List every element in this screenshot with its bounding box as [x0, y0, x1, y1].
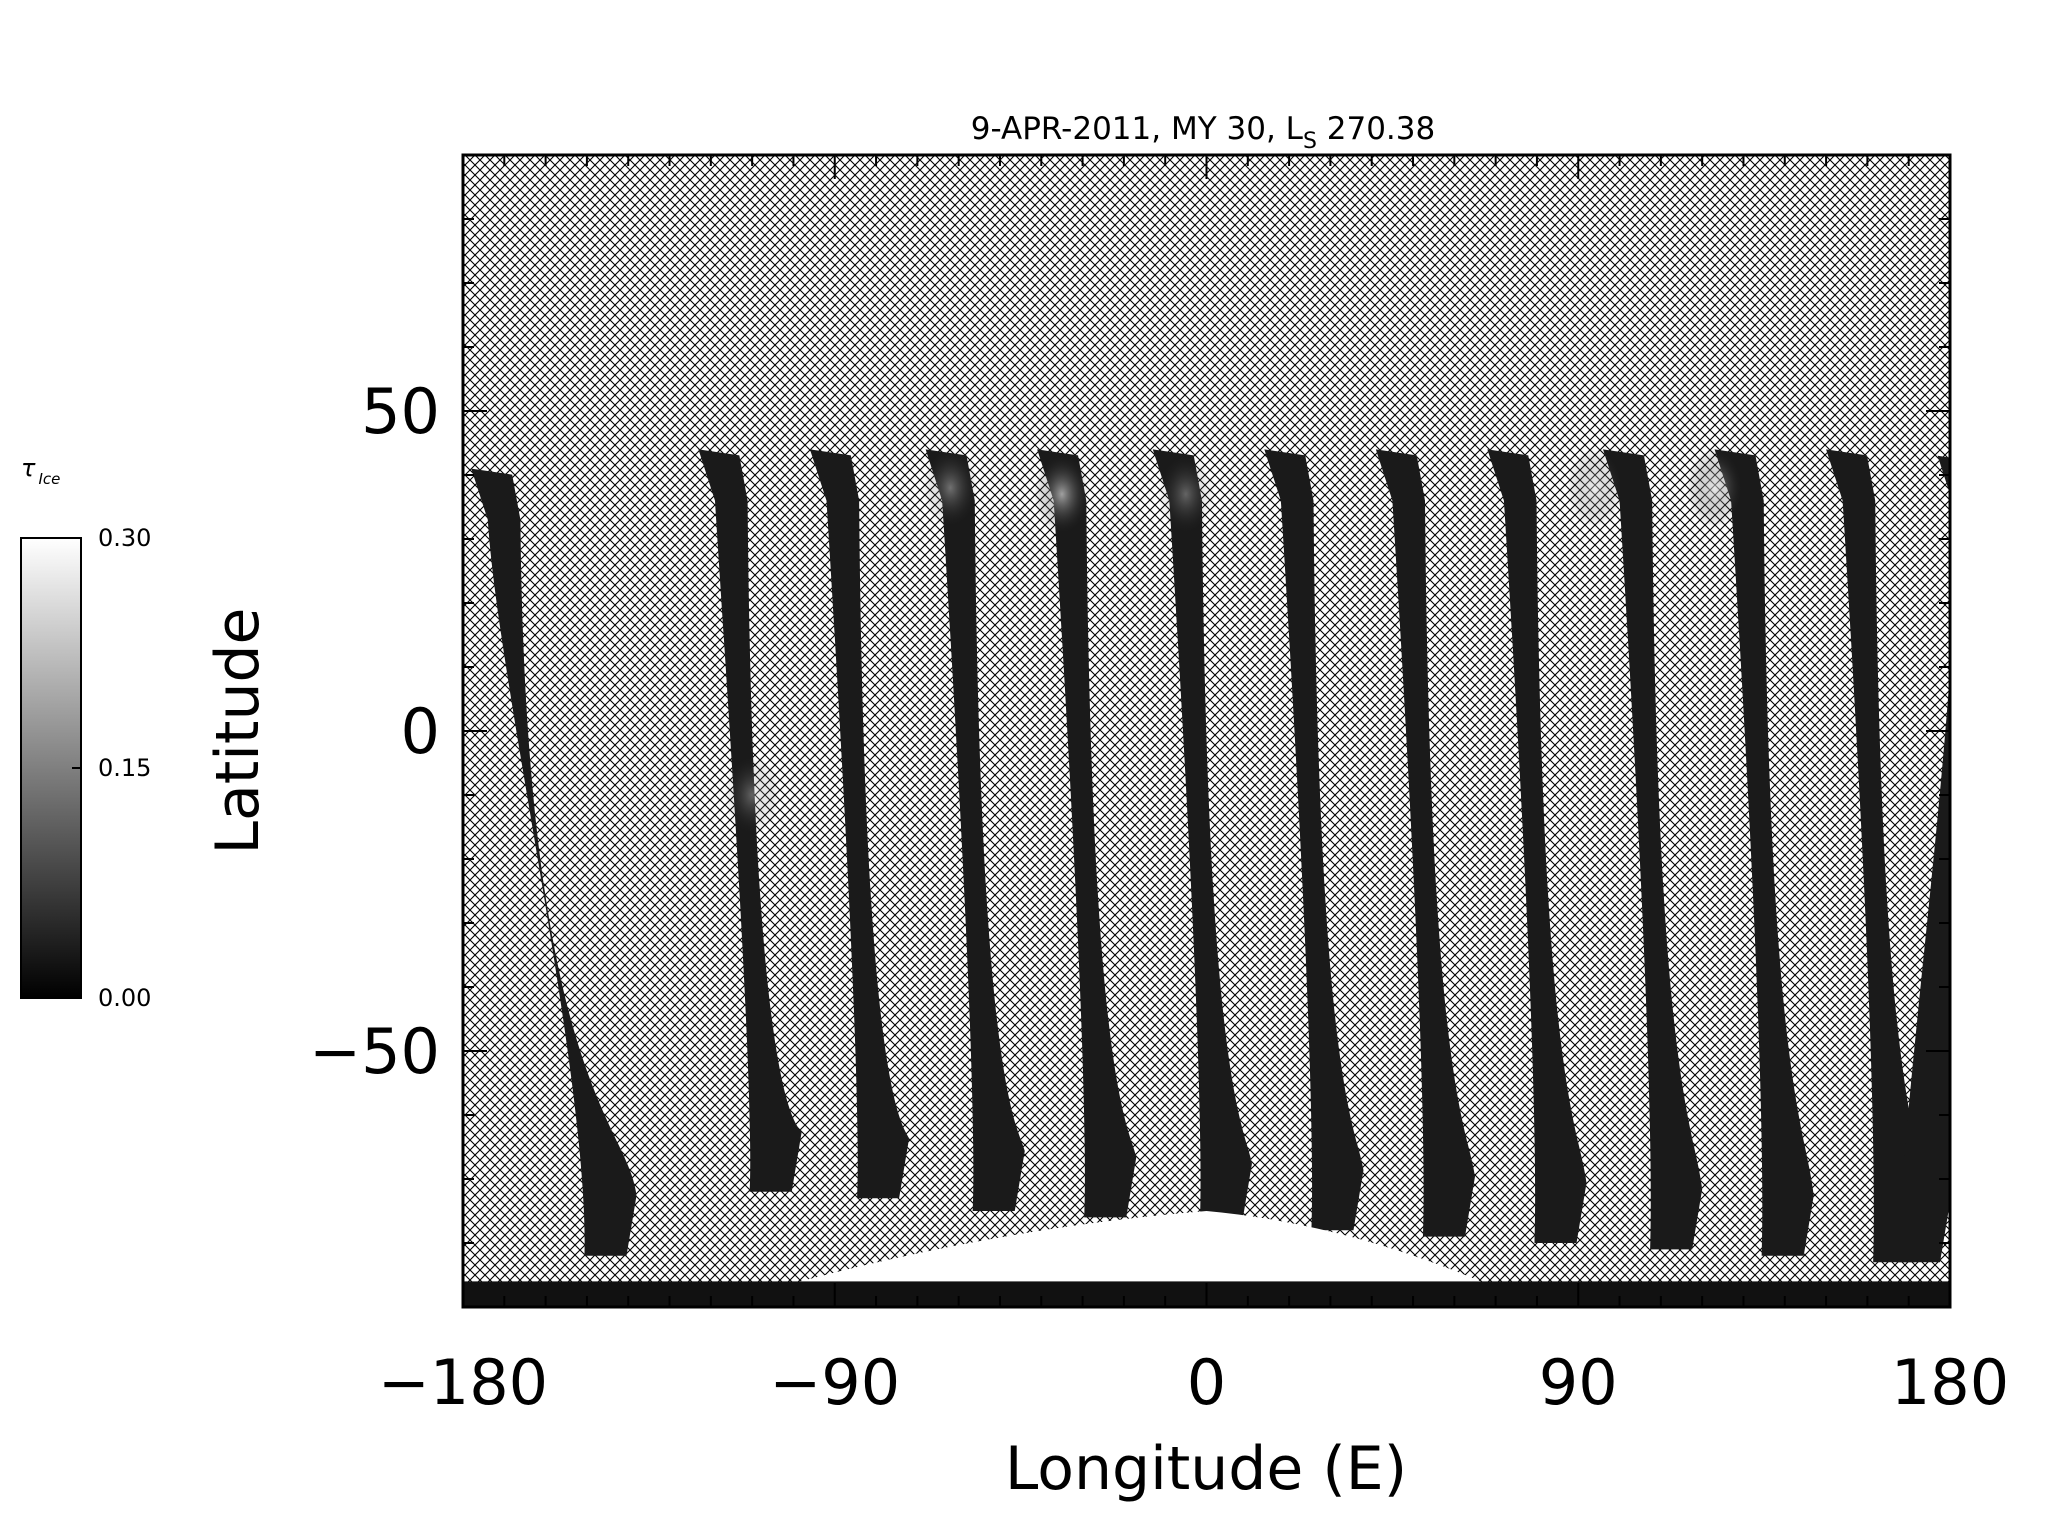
bright-spot-5 — [1157, 454, 1214, 535]
swath-8 — [1375, 449, 1475, 1237]
x-tick-label: 0 — [1187, 1346, 1226, 1419]
bright-spot-2 — [1686, 447, 1743, 528]
swath-12 — [1826, 449, 1926, 1263]
colorbar-ticks: 0.00 0.15 0.30 — [72, 524, 151, 1012]
y-axis-label: Latitude — [203, 608, 273, 855]
bright-spot-6 — [724, 755, 781, 835]
swath-7 — [1264, 449, 1364, 1231]
chart-title: 9-APR-2011, MY 30, LS 270.38 — [971, 111, 1435, 154]
colorbar-label: τ Ice — [21, 454, 60, 488]
swath-1 — [471, 468, 637, 1256]
x-axis-label: Longitude (E) — [1005, 1434, 1407, 1504]
axis-ticks — [462, 154, 1951, 1308]
bright-spot-4 — [922, 447, 979, 528]
swath-3 — [809, 449, 910, 1199]
bright-spot-3 — [1566, 447, 1623, 528]
x-tick-label: 90 — [1539, 1346, 1618, 1419]
colorbar-tick-label: 0.30 — [98, 524, 151, 552]
colorbar — [20, 537, 82, 999]
swath-5 — [1037, 449, 1137, 1218]
colorbar-tick-label: 0.00 — [98, 984, 151, 1012]
bright-spot-1 — [1033, 454, 1090, 535]
swath-13 — [1897, 455, 1950, 1263]
y-tick-label: 0 — [401, 695, 440, 768]
y-tick-label: −50 — [309, 1015, 440, 1088]
swath-11 — [1714, 449, 1814, 1256]
axis-tick-labels: −180 −90 0 90 180 −50 0 50 — [309, 375, 2009, 1419]
x-tick-label: −90 — [769, 1346, 900, 1419]
x-tick-label: −180 — [378, 1346, 548, 1419]
swath-4 — [925, 449, 1025, 1211]
colorbar-tick-label: 0.15 — [98, 754, 151, 782]
swath-9 — [1487, 449, 1587, 1243]
x-tick-label: 180 — [1891, 1346, 2009, 1419]
swath-10 — [1603, 449, 1703, 1250]
y-tick-label: 50 — [361, 375, 440, 448]
swath-6 — [1152, 449, 1252, 1224]
